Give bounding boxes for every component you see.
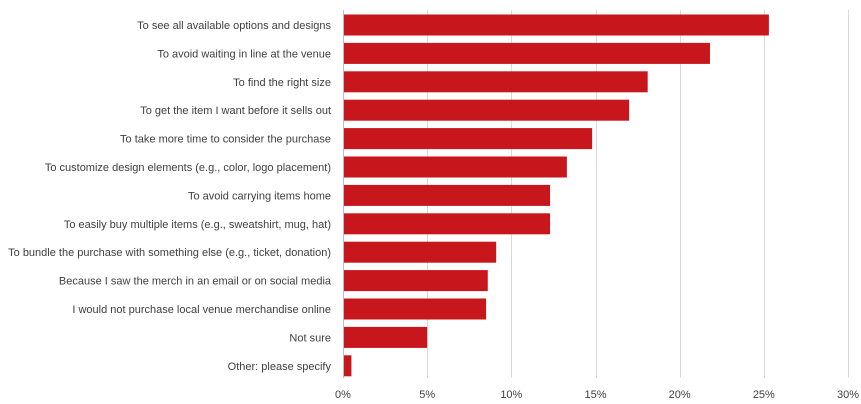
- bar: [344, 42, 710, 64]
- x-tick-label: 0%: [335, 389, 351, 401]
- x-tick-label: 30%: [837, 389, 859, 401]
- bar: [344, 99, 630, 121]
- bar: [344, 71, 648, 93]
- bars: [344, 14, 769, 377]
- bar: [344, 184, 551, 206]
- category-label: To easily buy multiple items (e.g., swea…: [64, 219, 331, 231]
- category-label: To avoid carrying items home: [188, 190, 331, 202]
- category-label: To avoid waiting in line at the venue: [157, 48, 331, 60]
- bar: [344, 156, 567, 178]
- category-label: To see all available options and designs: [137, 20, 331, 32]
- bar: [344, 326, 428, 348]
- bar: [344, 298, 487, 320]
- bar: [344, 355, 352, 377]
- category-label: I would not purchase local venue merchan…: [72, 304, 331, 316]
- category-label: To customize design elements (e.g., colo…: [45, 162, 331, 174]
- category-label: To bundle the purchase with something el…: [8, 247, 331, 259]
- bar: [344, 14, 769, 36]
- bar: [344, 128, 593, 150]
- category-labels: To see all available options and designs…: [8, 20, 332, 373]
- category-label: To get the item I want before it sells o…: [140, 105, 331, 117]
- x-tick-label: 25%: [753, 389, 775, 401]
- bar: [344, 270, 488, 292]
- x-axis-ticks: 0% 5% 10% 15% 20% 25% 30%: [335, 389, 859, 401]
- x-tick-label: 15%: [584, 389, 606, 401]
- bar: [344, 241, 497, 263]
- x-tick-label: 10%: [500, 389, 522, 401]
- x-tick-label: 20%: [669, 389, 691, 401]
- category-label: Not sure: [289, 332, 331, 344]
- category-label: Because I saw the merch in an email or o…: [59, 276, 332, 288]
- bar: [344, 213, 551, 235]
- category-label: To take more time to consider the purcha…: [120, 134, 331, 146]
- category-label: To find the right size: [233, 77, 331, 89]
- category-label: Other: please specify: [228, 361, 332, 373]
- x-tick-label: 5%: [419, 389, 435, 401]
